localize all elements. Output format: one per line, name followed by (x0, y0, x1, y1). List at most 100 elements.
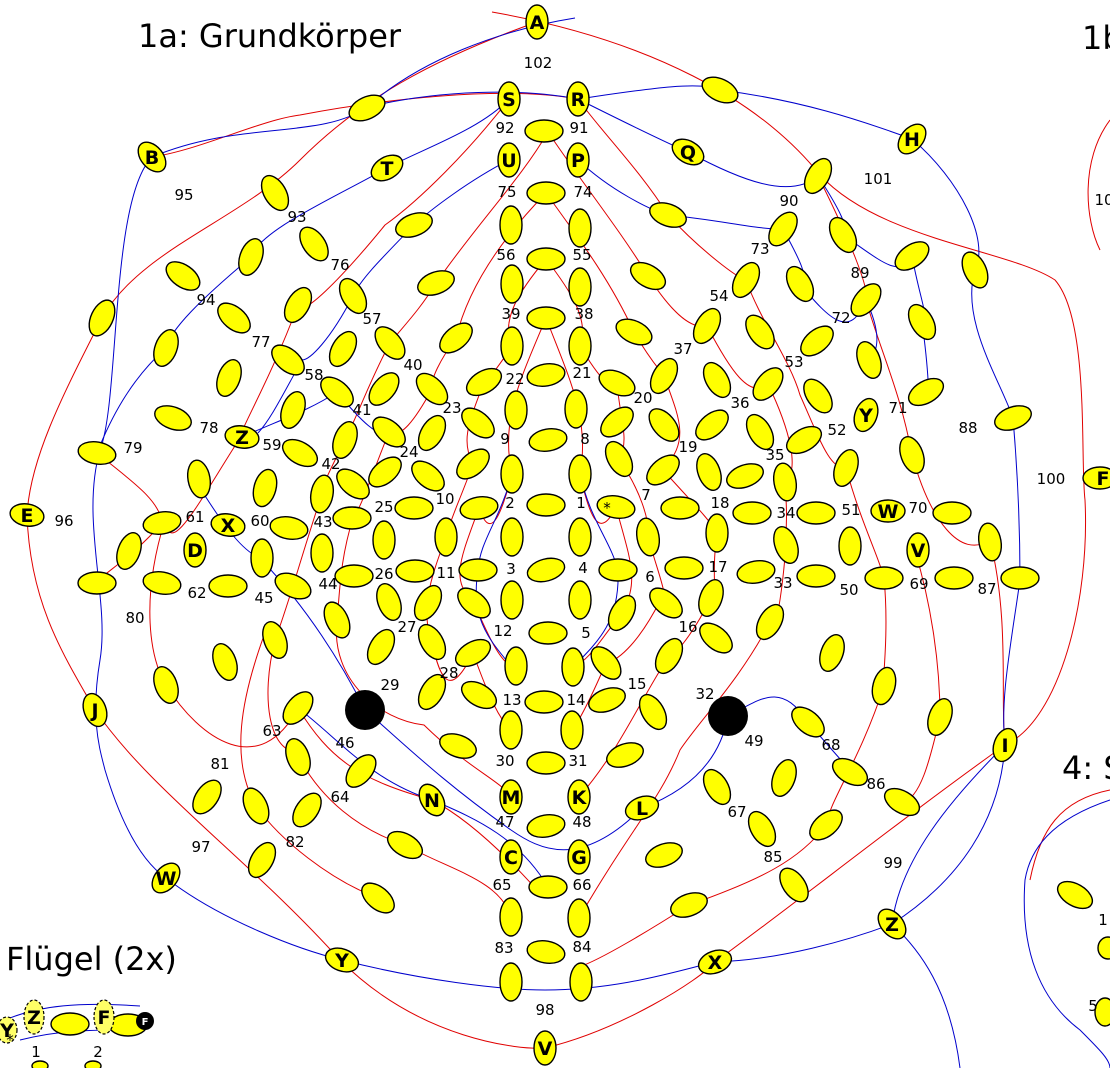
pin-letter-label: H (904, 129, 920, 151)
pin-number-label: 62 (187, 584, 206, 602)
pin-letter-label: Y (334, 950, 349, 972)
pin-letter-label: Y (0, 1020, 14, 1042)
pin-letter-label: B (145, 147, 159, 169)
pin-letter-label: J (89, 700, 98, 722)
pin-letter-label: S (502, 89, 516, 111)
pin-number-label: 1 (31, 1043, 41, 1061)
pin-letter-label: D (187, 540, 203, 562)
pin-number-label: 12 (493, 622, 512, 640)
pin-number-label: 4 (578, 559, 588, 577)
labels: 1a: Grundkörper1b4: SFlügel (2x)10292917… (0, 12, 1110, 1061)
pin-number-label: 65 (492, 876, 511, 894)
pin-number-label: 92 (495, 119, 514, 137)
pin-number-label: 39 (501, 305, 520, 323)
pin-number-label: 53 (784, 353, 803, 371)
pin-number-label: 32 (695, 685, 714, 703)
pin-number-label: 27 (397, 618, 416, 636)
pin-number-label: 61 (185, 508, 204, 526)
pin-number-label: 72 (831, 309, 850, 327)
main-title: 1a: Grundkörper (138, 17, 402, 55)
pin-number-label: 10 (1094, 191, 1110, 209)
pin-number-label: 88 (958, 419, 977, 437)
pin-letter-label: Z (235, 427, 249, 449)
pin-number-label: 51 (841, 501, 860, 519)
pin-number-label: 48 (572, 813, 591, 831)
pin-number-label: 71 (888, 399, 907, 417)
pin-number-label: 3 (506, 560, 516, 578)
subtitle-1b: 1b (1082, 19, 1110, 57)
pin-number-label: 52 (827, 421, 846, 439)
pin-number-label: 44 (318, 575, 337, 593)
pin-number-label: 78 (199, 419, 218, 437)
pin-letter-label: R (571, 89, 586, 111)
pin-number-label: 23 (442, 399, 461, 417)
pin-number-label: 77 (251, 333, 270, 351)
pin-number-label: 5 (581, 624, 591, 642)
pin-number-label: 96 (54, 512, 73, 530)
pin-number-label: 55 (572, 246, 591, 264)
pin-number-label: 6 (645, 568, 655, 586)
pin-number-label: 80 (125, 609, 144, 627)
pin-letter-label: X (221, 515, 236, 537)
pin-letter-label: P (571, 150, 585, 172)
pin-number-label: 95 (174, 186, 193, 204)
pin-number-label: 42 (321, 455, 340, 473)
pin-number-label: 2 (93, 1043, 103, 1061)
pin-letter-label: L (636, 798, 648, 820)
pin-number-label: 57 (362, 310, 381, 328)
pin-number-label: 17 (708, 558, 727, 576)
pin-number-label: 68 (821, 736, 840, 754)
pin-number-label: 47 (495, 813, 514, 831)
pin-number-label: 45 (254, 589, 273, 607)
pin-number-label: 94 (196, 291, 215, 309)
pin-number-label: 100 (1037, 470, 1066, 488)
pin-number-label: 81 (210, 755, 229, 773)
pin-number-label: 1 (576, 494, 586, 512)
pin-letter-label: M (502, 787, 521, 809)
pin-number-label: 73 (750, 240, 769, 258)
pin-number-label: 24 (399, 443, 418, 461)
pin-number-label: 87 (977, 580, 996, 598)
pin-letter-label: X (708, 952, 723, 974)
pin-number-label: 43 (313, 513, 332, 531)
pin-number-label: 19 (678, 438, 697, 456)
pin-number-label: 22 (505, 370, 524, 388)
pin-letter-label: F (98, 1007, 111, 1029)
pin-letter-label: Q (680, 142, 696, 164)
pin-number-label: 16 (678, 618, 697, 636)
pin-number-label: 7 (641, 486, 651, 504)
pin-number-label: 84 (572, 938, 591, 956)
pin-number-label: 29 (380, 676, 399, 694)
pin-letter-label: Z (27, 1007, 41, 1029)
pin-number-label: 75 (497, 183, 516, 201)
pads (31, 76, 1110, 1068)
pin-number-label: 30 (495, 752, 514, 770)
pin-number-label: 66 (572, 876, 591, 894)
hole-letter-label: F (142, 1017, 149, 1028)
pin-number-label: 70 (908, 499, 927, 517)
pin-number-label: 10 (435, 490, 454, 508)
pin-number-label: 21 (572, 364, 591, 382)
pin-letter-label: Z (885, 914, 899, 936)
pin-number-label: 102 (524, 54, 553, 72)
pin-letter-label: N (424, 790, 440, 812)
pin-letter-label: C (504, 847, 518, 869)
pin-letter-label: V (538, 1038, 553, 1060)
pin-number-label: 38 (574, 305, 593, 323)
pin-number-label: 76 (330, 256, 349, 274)
pin-number-label: 69 (909, 575, 928, 593)
pin-number-label: 82 (285, 833, 304, 851)
pin-number-label: 83 (494, 939, 513, 957)
pin-letter-label: W (878, 501, 899, 523)
pin-number-label: 40 (403, 356, 422, 374)
pin-number-label: 28 (439, 664, 458, 682)
pin-number-label: 99 (883, 854, 902, 872)
pin-number-label: 14 (566, 691, 585, 709)
pin-number-label: 13 (502, 691, 521, 709)
pin-number-label: 11 (436, 564, 455, 582)
pin-number-label: 33 (773, 574, 792, 592)
pin-number-label: 79 (123, 439, 142, 457)
pin-letter-label: U (501, 150, 516, 172)
pin-number-label: 60 (250, 512, 269, 530)
